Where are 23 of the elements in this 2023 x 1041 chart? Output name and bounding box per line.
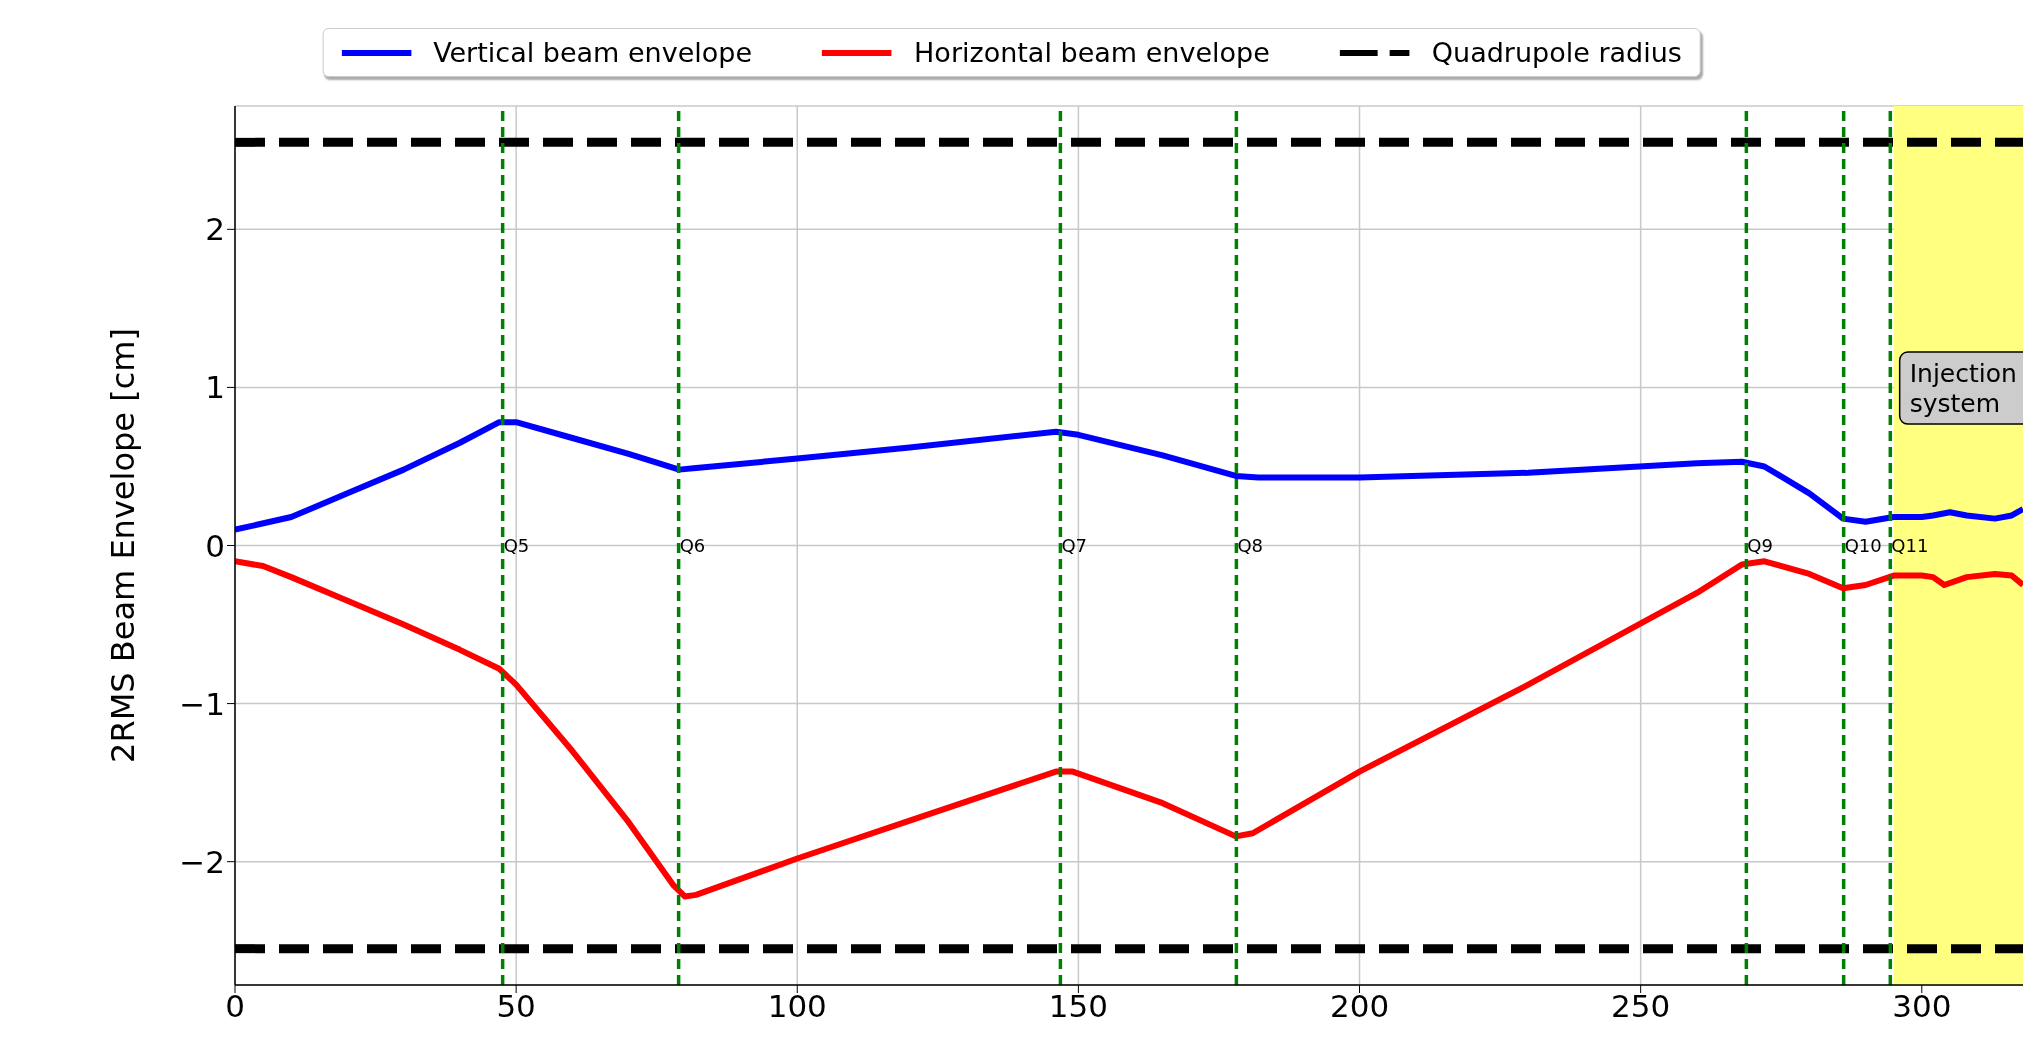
y-tick-label: 2 <box>205 211 225 248</box>
ref-line-label: Q10 <box>1844 534 1882 556</box>
ref-line-label: Q5 <box>503 534 530 556</box>
y-tick-label: −2 <box>179 843 225 880</box>
ref-line-label: Q6 <box>679 534 706 556</box>
legend-label: Horizontal beam envelope <box>914 37 1270 68</box>
ref-line-label: Q8 <box>1237 534 1264 556</box>
ref-line-label: Q11 <box>1891 534 1929 556</box>
legend-label: Quadrupole radius <box>1431 37 1682 68</box>
x-tick-label: 50 <box>496 988 536 1025</box>
y-tick-label: 0 <box>205 527 225 564</box>
band-label: Injection system <box>1909 359 2017 419</box>
ref-line-label: Q7 <box>1061 534 1088 556</box>
y-axis-title: 2RMS Beam Envelope [cm] <box>104 328 142 763</box>
legend-label: Vertical beam envelope <box>433 37 753 68</box>
x-tick-label: 300 <box>1892 988 1952 1025</box>
x-tick-label: 100 <box>767 988 827 1025</box>
ref-line-label: Q9 <box>1747 534 1773 556</box>
x-tick-label: 250 <box>1611 988 1671 1025</box>
x-tick-label: 200 <box>1329 988 1390 1025</box>
y-tick-label: 1 <box>205 369 225 406</box>
x-tick-label: 150 <box>1048 988 1108 1025</box>
y-tick-label: −1 <box>179 685 225 722</box>
